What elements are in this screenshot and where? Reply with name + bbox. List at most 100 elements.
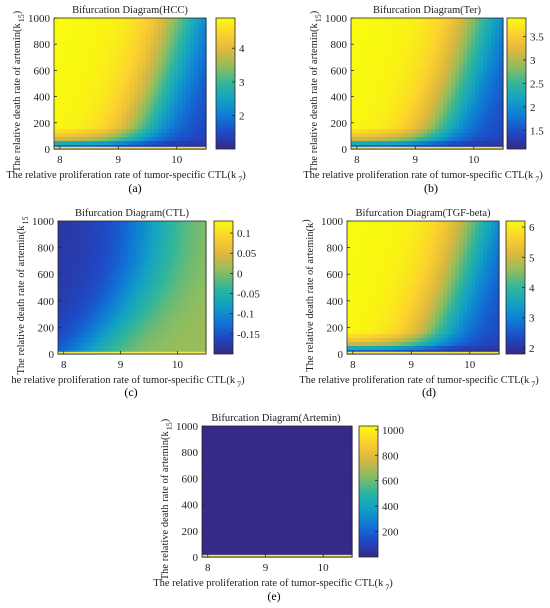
heatmap-cell [139,257,145,262]
heatmap-cell [146,61,151,67]
heatmap-cell [86,81,91,87]
heatmap-cell [463,233,468,238]
heatmap-cell [86,65,91,71]
heatmap-cell [93,249,98,254]
heatmap-cell [427,18,432,23]
heatmap-cell [106,101,111,106]
heatmap-cell [178,105,183,110]
heatmap-cell [379,25,384,31]
heatmap-cell [447,41,452,47]
heatmap-cell [122,141,127,146]
heatmap-cell [419,297,424,303]
heatmap-cell [499,29,504,35]
heatmap-cell [77,289,82,295]
heatmap-cell [435,337,440,343]
heatmap-cell [435,241,440,246]
heatmap-cell [459,73,464,79]
heatmap-cell [467,289,472,295]
heatmap-cell [150,65,155,71]
heatmap-cell [139,301,145,307]
heatmap-cell [355,141,360,146]
heatmap-cell [58,229,63,234]
heatmap-cell [379,117,384,122]
heatmap-cell [66,57,71,63]
heatmap-cell [130,85,135,91]
heatmap-cell [182,257,188,262]
heatmap-cell [351,141,356,146]
heatmap-cell [89,225,94,230]
heatmap-cell [471,141,476,146]
heatmap-cell [471,101,476,106]
heatmap-cell [471,18,476,23]
heatmap-cell [391,77,396,83]
heatmap-cell [93,265,98,270]
heatmap-cell [194,313,199,319]
heatmap-cell [66,25,71,31]
heatmap-cell [399,29,404,35]
heatmap-cell [467,81,472,87]
heatmap-cell [135,257,141,262]
heatmap-cell [443,33,448,39]
heatmap-cell [371,257,376,262]
heatmap-cell [94,69,99,75]
heatmap-cell [479,21,484,27]
heatmap-cell [475,53,480,59]
heatmap-cell [475,65,480,71]
heatmap-cell [491,97,496,102]
heatmap-cell [70,93,75,98]
heatmap-cell [499,41,504,47]
heatmap-cell [371,137,376,142]
heatmap-cell [415,341,420,347]
heatmap-cell [463,125,468,130]
heatmap-cell [194,129,199,134]
heatmap-cell [399,285,404,291]
heatmap-cell [108,317,114,323]
heatmap-cell [403,241,408,246]
heatmap-cell [387,285,392,291]
heatmap-cell [146,25,151,31]
heatmap-cell [463,41,468,47]
heatmap-cell [403,289,408,295]
heatmap-cell [483,69,488,75]
heatmap-cell [459,297,464,303]
heatmap-cell [198,289,203,295]
heatmap-cell [375,341,380,347]
heatmap-cell [94,33,99,39]
heatmap-cell [427,249,432,254]
heatmap-cell [379,109,384,114]
heatmap-cell [359,53,364,59]
heatmap-cell [423,313,428,319]
heatmap-cell [403,225,408,230]
heatmap-cell [142,73,147,79]
heatmap-cell [475,77,480,83]
heatmap-cell [174,117,179,122]
heatmap-cell [198,265,203,270]
heatmap-cell [447,297,452,303]
heatmap-cell [112,265,118,270]
heatmap-cell [411,329,416,335]
heatmap-cell [138,45,143,51]
heatmap-cell [419,21,424,27]
heatmap-cell [182,273,188,279]
heatmap-cell [475,329,480,335]
heatmap-cell [467,33,472,39]
heatmap-cell [58,301,63,307]
heatmap-cell [435,225,440,230]
heatmap-cell [419,129,424,134]
heatmap-cell [96,309,102,315]
heatmap-cell [110,81,115,87]
heatmap-cell [415,65,420,71]
heatmap-cell [359,97,364,102]
heatmap-cell [475,301,480,307]
heatmap-cell [124,221,129,226]
heatmap-cell [459,309,464,315]
heatmap-cell [463,121,468,126]
heatmap-cell [147,281,153,287]
heatmap-cell [182,337,188,343]
heatmap-cell [395,33,400,39]
heatmap-cell [431,253,436,258]
heatmap-cell [154,77,159,83]
heatmap-cell [82,41,87,47]
heatmap-cell [375,337,380,343]
heatmap-cell [479,53,484,59]
